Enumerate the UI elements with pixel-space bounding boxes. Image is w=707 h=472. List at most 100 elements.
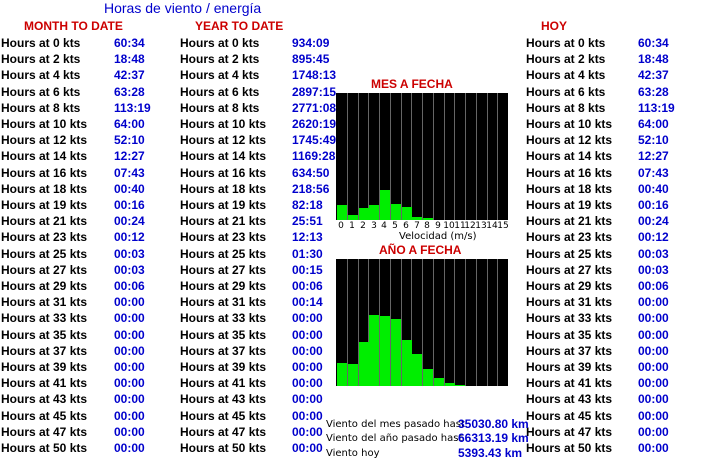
today-row-value: 00:03 bbox=[638, 247, 669, 261]
chart-month-gridline bbox=[497, 93, 498, 220]
year-row-label: Hours at 47 kts bbox=[180, 425, 267, 439]
month-row-value: 00:12 bbox=[114, 230, 145, 244]
today-row-label: Hours at 25 kts bbox=[526, 247, 613, 261]
chart-month-tick-label: 7 bbox=[414, 221, 420, 231]
month-row-value: 00:40 bbox=[114, 182, 145, 196]
today-row-value: 42:37 bbox=[638, 68, 669, 82]
chart-month-tick-label: 6 bbox=[403, 221, 409, 231]
year-row-value: 00:00 bbox=[292, 392, 323, 406]
today-row-value: 64:00 bbox=[638, 117, 669, 131]
year-row-value: 12:13 bbox=[292, 230, 323, 244]
chart-month-tick-label: 2 bbox=[360, 221, 366, 231]
chart-month-gridline bbox=[444, 93, 445, 220]
chart-year-gridline bbox=[487, 259, 488, 386]
today-row-label: Hours at 19 kts bbox=[526, 198, 613, 212]
month-row-label: Hours at 31 kts bbox=[1, 295, 88, 309]
chart-month-bar bbox=[380, 190, 390, 220]
chart-year-plot bbox=[336, 259, 508, 386]
month-row-value: 00:00 bbox=[114, 409, 145, 423]
month-row-label: Hours at 50 kts bbox=[1, 441, 88, 455]
year-row-value: 00:15 bbox=[292, 263, 323, 277]
chart-year-bar bbox=[359, 342, 369, 386]
year-row-label: Hours at 10 kts bbox=[180, 117, 267, 131]
chart-year-gridline bbox=[422, 259, 423, 386]
chart-month-xlabel: Velocidad (m/s) bbox=[399, 231, 477, 242]
year-row-value: 00:00 bbox=[292, 376, 323, 390]
chart-year-bar bbox=[445, 383, 455, 386]
chart-year-bar bbox=[423, 369, 433, 386]
today-row-value: 00:40 bbox=[638, 182, 669, 196]
chart-month-tick-label: 0 bbox=[338, 221, 344, 231]
chart-year-gridline bbox=[401, 259, 402, 386]
today-row-label: Hours at 2 kts bbox=[526, 52, 606, 66]
chart-month-gridline bbox=[487, 93, 488, 220]
chart-month-tick-label: 8 bbox=[424, 221, 430, 231]
today-row-value: 00:00 bbox=[638, 344, 669, 358]
month-row-label: Hours at 27 kts bbox=[1, 263, 88, 277]
month-row-value: 12:27 bbox=[114, 149, 145, 163]
chart-year-bar bbox=[402, 340, 412, 386]
chart-month-plot bbox=[336, 93, 508, 220]
month-row-label: Hours at 43 kts bbox=[1, 392, 88, 406]
chart-year-gridline bbox=[390, 259, 391, 386]
month-row-label: Hours at 8 kts bbox=[1, 101, 81, 115]
today-row-value: 00:24 bbox=[638, 214, 669, 228]
summary-today-label: Viento hoy bbox=[326, 448, 380, 459]
chart-month-tick-label: 12 bbox=[464, 221, 476, 231]
chart-month-bar bbox=[369, 205, 379, 220]
summary-month-label: Viento del mes pasado hast bbox=[326, 419, 465, 430]
today-row-value: 07:43 bbox=[638, 166, 669, 180]
month-row-value: 00:00 bbox=[114, 360, 145, 374]
today-row-label: Hours at 39 kts bbox=[526, 360, 613, 374]
month-row-label: Hours at 21 kts bbox=[1, 214, 88, 228]
today-row-label: Hours at 10 kts bbox=[526, 117, 613, 131]
year-row-value: 00:00 bbox=[292, 344, 323, 358]
month-row-value: 00:00 bbox=[114, 376, 145, 390]
month-row-label: Hours at 35 kts bbox=[1, 328, 88, 342]
month-row-label: Hours at 18 kts bbox=[1, 182, 88, 196]
chart-year-gridline bbox=[379, 259, 380, 386]
chart-month-gridline bbox=[476, 93, 477, 220]
year-row-label: Hours at 2 kts bbox=[180, 52, 260, 66]
chart-year-gridline bbox=[347, 259, 348, 386]
today-row-label: Hours at 41 kts bbox=[526, 376, 613, 390]
today-row-value: 00:00 bbox=[638, 328, 669, 342]
chart-year-title: AÑO A FECHA bbox=[379, 243, 462, 257]
year-row-label: Hours at 25 kts bbox=[180, 247, 267, 261]
year-row-value: 218:56 bbox=[292, 182, 330, 196]
chart-month-tick-label: 3 bbox=[371, 221, 377, 231]
month-row-value: 00:06 bbox=[114, 279, 145, 293]
month-row-value: 18:48 bbox=[114, 52, 145, 66]
today-row-value: 52:10 bbox=[638, 133, 669, 147]
month-row-label: Hours at 0 kts bbox=[1, 36, 81, 50]
today-row-value: 60:34 bbox=[638, 36, 669, 50]
year-row-label: Hours at 45 kts bbox=[180, 409, 267, 423]
today-row-label: Hours at 27 kts bbox=[526, 263, 613, 277]
today-row-value: 113:19 bbox=[638, 101, 675, 115]
year-row-value: 00:00 bbox=[292, 311, 323, 325]
month-row-value: 00:00 bbox=[114, 441, 145, 455]
today-row-label: Hours at 45 kts bbox=[526, 409, 613, 423]
month-row-label: Hours at 41 kts bbox=[1, 376, 88, 390]
month-row-label: Hours at 23 kts bbox=[1, 230, 88, 244]
today-row-label: Hours at 23 kts bbox=[526, 230, 613, 244]
today-row-value: 00:00 bbox=[638, 311, 669, 325]
today-row-label: Hours at 21 kts bbox=[526, 214, 613, 228]
today-row-label: Hours at 4 kts bbox=[526, 68, 606, 82]
year-row-label: Hours at 50 kts bbox=[180, 441, 267, 455]
chart-month-tick-label: 4 bbox=[381, 221, 387, 231]
year-row-value: 634:50 bbox=[292, 166, 330, 180]
summary-year-value: 66313.19 km bbox=[458, 431, 529, 445]
month-row-label: Hours at 39 kts bbox=[1, 360, 88, 374]
month-row-value: 113:19 bbox=[114, 101, 151, 115]
header-today: HOY bbox=[541, 19, 568, 33]
today-row-label: Hours at 18 kts bbox=[526, 182, 613, 196]
today-row-label: Hours at 35 kts bbox=[526, 328, 613, 342]
page-title: Horas de viento / energía bbox=[104, 0, 262, 16]
chart-year-gridline bbox=[433, 259, 434, 386]
year-row-value: 2897:15 bbox=[292, 85, 337, 99]
today-row-label: Hours at 12 kts bbox=[526, 133, 613, 147]
year-row-label: Hours at 0 kts bbox=[180, 36, 260, 50]
chart-month-bar bbox=[359, 208, 369, 220]
month-row-value: 63:28 bbox=[114, 85, 145, 99]
